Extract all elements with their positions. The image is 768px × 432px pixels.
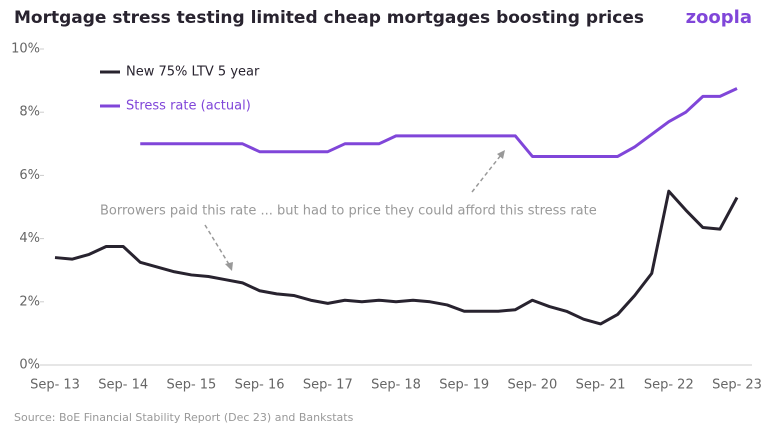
- legend-label: New 75% LTV 5 year: [126, 65, 260, 80]
- y-tick-label: 4%: [19, 231, 40, 246]
- source: Source: BoE Financial Stability Report (…: [14, 411, 354, 424]
- series-line: [54, 189, 739, 326]
- legend-label: Stress rate (actual): [126, 99, 251, 114]
- x-tick-label: Sep- 17: [303, 378, 353, 393]
- arrow-head: [225, 262, 233, 271]
- y-tick-label: 2%: [19, 294, 40, 309]
- y-tick-label: 10%: [11, 42, 40, 57]
- y-tick-label: 0%: [19, 358, 40, 373]
- arrow-head: [497, 150, 505, 159]
- chart-title: Mortgage stress testing limited cheap mo…: [14, 8, 644, 28]
- logo: zoopla: [686, 7, 752, 28]
- x-tick-label: Sep- 22: [644, 378, 694, 393]
- x-tick-label: Sep- 14: [98, 378, 148, 393]
- x-tick-label: Sep- 19: [439, 378, 489, 393]
- x-tick-label: Sep- 18: [371, 378, 421, 393]
- x-tick-label: Sep- 21: [576, 378, 626, 393]
- series-line: [140, 87, 738, 158]
- arrow: [471, 154, 502, 193]
- x-tick-label: Sep- 16: [235, 378, 285, 393]
- arrow: [204, 224, 231, 267]
- x-tick-label: Sep- 15: [166, 378, 216, 393]
- y-tick-label: 6%: [19, 168, 40, 183]
- annotation: Borrowers paid this rate ... but had to …: [100, 204, 597, 219]
- x-tick-label: Sep- 23: [712, 378, 762, 393]
- x-tick-label: Sep- 20: [507, 378, 557, 393]
- y-tick-label: 8%: [19, 105, 40, 120]
- x-tick-label: Sep- 13: [30, 378, 80, 393]
